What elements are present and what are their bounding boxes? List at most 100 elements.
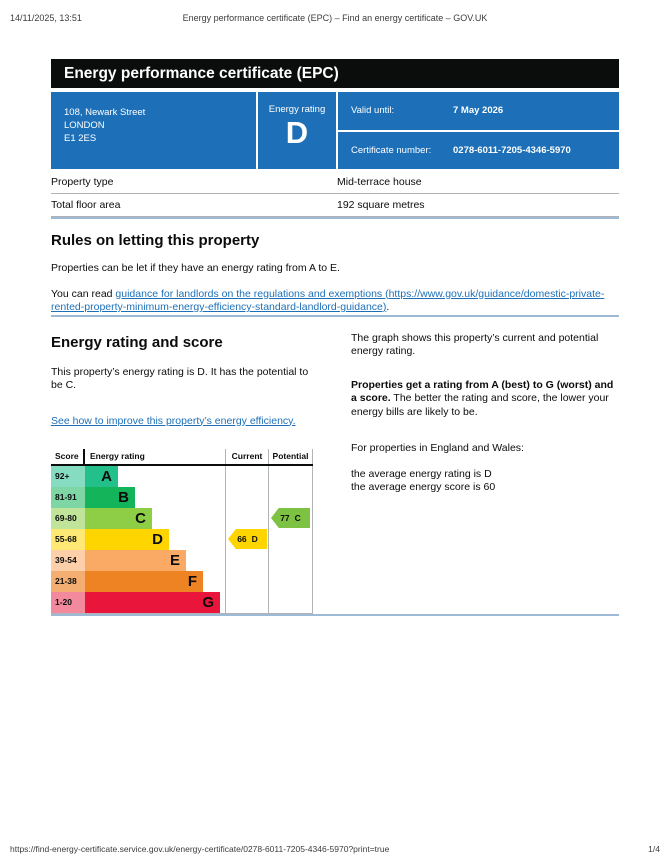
property-address: 108, Newark Street LONDON E1 2ES [51, 92, 256, 169]
rating-bar-zone: F [85, 570, 225, 592]
certificate-number-row: Certificate number: 0278-6011-7205-4346-… [338, 132, 619, 170]
summary-divider [338, 129, 619, 132]
rating-bar-zone: D [85, 528, 225, 550]
link-prefix: You can read [51, 287, 116, 300]
current-marker-cell [225, 465, 268, 487]
rating-right-column: The graph shows this property’s current … [351, 330, 619, 614]
rating-bar-e: E [85, 549, 186, 571]
rating-bar-c: C [85, 507, 152, 529]
arrow-band: C [294, 513, 301, 523]
potential-marker-cell: 77 C [268, 507, 313, 529]
print-page-title: Energy performance certificate (EPC) – F… [182, 13, 488, 23]
current-marker-cell [225, 486, 268, 508]
rating-bar-zone: C [85, 507, 225, 529]
letting-rules-link-text: You can read guidance for landlords on t… [51, 288, 619, 315]
valid-until-value: 7 May 2026 [453, 105, 504, 117]
england-wales-text: For properties in England and Wales: [351, 442, 524, 454]
potential-marker-cell [268, 591, 313, 613]
rating-heading: Energy rating and score [51, 333, 223, 351]
potential-marker-cell [268, 486, 313, 508]
epc-band-row-a: 92+ A [51, 465, 313, 487]
potential-marker-cell [268, 528, 313, 550]
certificate-details: Valid until: 7 May 2026 Certificate numb… [338, 92, 619, 169]
current-marker-cell [225, 549, 268, 571]
letting-rules-text: Properties can be let if they have an en… [51, 262, 340, 274]
property-type-label: Property type [51, 175, 114, 188]
epc-band-row-b: 81-91 B [51, 486, 313, 508]
potential-rating-arrow: 77 C [271, 508, 310, 528]
epc-band-row-f: 21-38 F [51, 570, 313, 592]
score-range-cell: 69-80 [51, 507, 85, 529]
epc-chart-header: Score Energy rating Current Potential [51, 448, 313, 466]
address-line-2: LONDON [64, 120, 105, 131]
print-datetime: 14/11/2025, 13:51 [10, 13, 82, 23]
current-marker-cell [225, 570, 268, 592]
average-score-line: the average energy score is 60 [351, 481, 496, 493]
potential-marker-cell [268, 570, 313, 592]
arrow-band: D [251, 534, 258, 544]
epc-chart-body: 92+ A 81-91 B 69-80 C 77 C 55-68 D 66 D 39-54 E 21-38 F… [51, 465, 313, 614]
rating-bar-g: G [85, 591, 220, 613]
energy-rating-label: Energy rating [268, 104, 326, 115]
score-range-cell: 39-54 [51, 549, 85, 571]
potential-marker-cell [268, 465, 313, 487]
table-row: Property type Mid-terrace house [51, 171, 619, 194]
current-marker-cell [225, 591, 268, 613]
certificate-number-label: Certificate number: [351, 144, 432, 156]
epc-title: Energy performance certificate (EPC) [64, 64, 339, 82]
arrow-score: 66 [237, 534, 247, 544]
section-divider [51, 613, 619, 616]
rating-scale-text: Properties get a rating from A (best) to… [351, 379, 619, 420]
score-range-cell: 21-38 [51, 570, 85, 592]
potential-marker-cell [268, 549, 313, 571]
link-suffix: . [386, 301, 390, 313]
landlord-guidance-link[interactable]: guidance for landlords on the regulation… [51, 287, 605, 314]
print-url: https://find-energy-certificate.service.… [10, 844, 390, 854]
energy-rating-value: D [285, 115, 309, 150]
floor-area-label: Total floor area [51, 198, 121, 211]
energy-rating-cell: Energy rating D [258, 92, 336, 169]
section-divider [51, 217, 619, 219]
address-line-1: 108, Newark Street [64, 107, 146, 118]
rating-summary-text: This property’s energy rating is D. It h… [51, 365, 309, 392]
potential-column-header: Potential [268, 448, 313, 464]
epc-band-row-d: 55-68 D 66 D [51, 528, 313, 550]
score-column-header: Score [51, 448, 85, 464]
epc-band-row-g: 1-20 G [51, 591, 313, 613]
certificate-number-value: 0278-6011-7205-4346-5970 [453, 144, 571, 156]
rating-left-column: Energy rating and score This property’s … [51, 330, 321, 614]
score-range-cell: 1-20 [51, 591, 85, 613]
current-rating-arrow: 66 D [228, 529, 267, 549]
score-range-cell: 81-91 [51, 486, 85, 508]
score-range-cell: 92+ [51, 465, 85, 487]
epc-band-row-e: 39-54 E [51, 549, 313, 571]
property-summary-table: Property type Mid-terrace house Total fl… [51, 171, 619, 217]
epc-band-row-c: 69-80 C 77 C [51, 507, 313, 529]
rating-bar-zone: E [85, 549, 225, 571]
browser-print-header: 14/11/2025, 13:51 Energy performance cer… [0, 13, 670, 25]
section-divider [51, 314, 619, 317]
letting-rules-heading: Rules on letting this property [51, 232, 260, 249]
rating-bar-zone: G [85, 591, 225, 613]
improve-efficiency-link[interactable]: See how to improve this property’s energ… [51, 414, 296, 427]
graph-explainer-text: The graph shows this property’s current … [351, 331, 599, 358]
current-column-header: Current [225, 448, 268, 464]
rating-section: Energy rating and score This property’s … [51, 330, 619, 614]
rating-scale-rest: The better the rating and score, the low… [351, 392, 609, 418]
score-range-cell: 55-68 [51, 528, 85, 550]
epc-title-banner: Energy performance certificate (EPC) [51, 59, 619, 88]
rating-bar-a: A [85, 465, 118, 487]
epc-chart: Score Energy rating Current Potential 92… [51, 448, 313, 614]
rating-bar-zone: B [85, 486, 225, 508]
address-line-3: E1 2ES [64, 133, 97, 144]
current-marker-cell [225, 507, 268, 529]
rating-bar-b: B [85, 486, 135, 508]
rating-bar-f: F [85, 570, 203, 592]
valid-until-row: Valid until: 7 May 2026 [338, 92, 619, 130]
summary-divider [336, 92, 338, 169]
rating-bar-d: D [85, 528, 169, 550]
certificate-page: Energy performance certificate (EPC) 108… [51, 59, 619, 616]
rating-bar-zone: A [85, 465, 225, 487]
valid-until-label: Valid until: [351, 105, 395, 117]
rating-scale-bold: Properties get a rating from A (best) to… [351, 378, 614, 405]
